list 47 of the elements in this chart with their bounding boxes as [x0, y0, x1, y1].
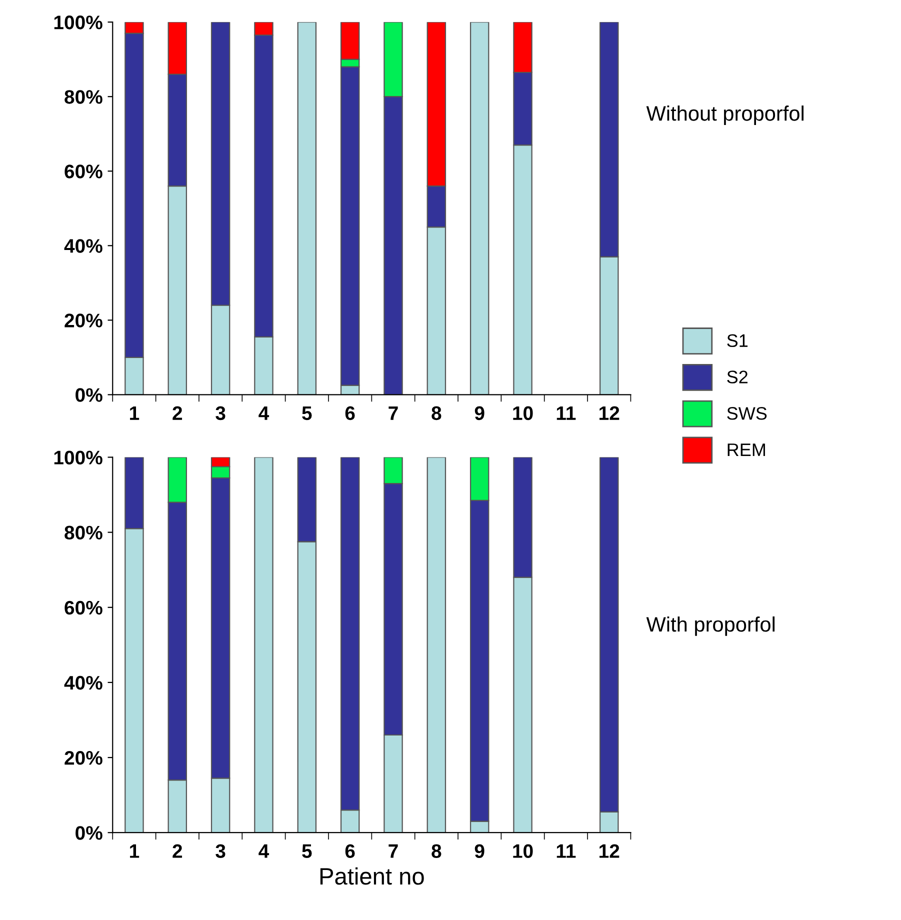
bar — [426, 457, 446, 833]
text: Without proporfol — [646, 106, 804, 125]
bar — [470, 22, 490, 395]
y-tick-label: 40% — [64, 676, 102, 690]
legend-label: S2 — [727, 370, 748, 384]
y-tick-label: 40% — [64, 239, 102, 253]
x-tick-label: 7 — [388, 406, 398, 420]
x-tick-label: 12 — [600, 406, 620, 420]
x-tick-label: 11 — [556, 406, 576, 420]
x-tick-label: 4 — [258, 844, 270, 858]
bar — [297, 22, 317, 395]
x-tick-label: 2 — [172, 844, 182, 858]
x-tick-label: 5 — [302, 844, 312, 858]
x-tick-label: 3 — [216, 406, 226, 420]
x-tick-label: 6 — [345, 844, 355, 858]
x-tick-label: 8 — [432, 406, 442, 420]
text: With proporfol — [646, 616, 775, 636]
y-tick-label: 80% — [64, 526, 102, 540]
x-tick-label: 1 — [130, 844, 140, 858]
x-tick-label: 10 — [513, 844, 533, 858]
y-tick-label: 60% — [64, 164, 102, 178]
x-tick-label: 1 — [130, 406, 140, 420]
x-tick-label: 7 — [388, 844, 398, 858]
x-axis-title: Patient no — [320, 867, 424, 885]
x-tick-label: 9 — [474, 844, 484, 858]
y-tick-label: 0% — [76, 826, 102, 840]
y-tick-label: 80% — [64, 90, 102, 104]
x-tick-label: 4 — [258, 406, 270, 420]
legend-label: SWS — [727, 407, 767, 420]
x-tick-label: 8 — [432, 844, 442, 858]
x-tick-label: 3 — [216, 844, 226, 858]
legend-label: S1 — [727, 334, 748, 348]
x-tick-label: 2 — [172, 406, 182, 420]
y-tick-label: 20% — [64, 750, 102, 765]
legend-label: REM — [728, 444, 765, 456]
x-tick-label: 12 — [600, 844, 620, 858]
y-tick-label: 0% — [76, 388, 102, 402]
y-tick-label: 60% — [64, 600, 102, 615]
x-tick-label: 10 — [513, 406, 533, 420]
bar — [254, 457, 274, 833]
y-tick-label: 20% — [64, 314, 102, 328]
x-tick-label: 6 — [345, 406, 355, 420]
x-tick-label: 9 — [474, 406, 484, 420]
y-tick-label: 100% — [54, 16, 102, 30]
y-tick-label: 100% — [54, 450, 102, 464]
x-tick-label: 5 — [302, 406, 312, 420]
x-tick-label: 11 — [556, 844, 576, 858]
